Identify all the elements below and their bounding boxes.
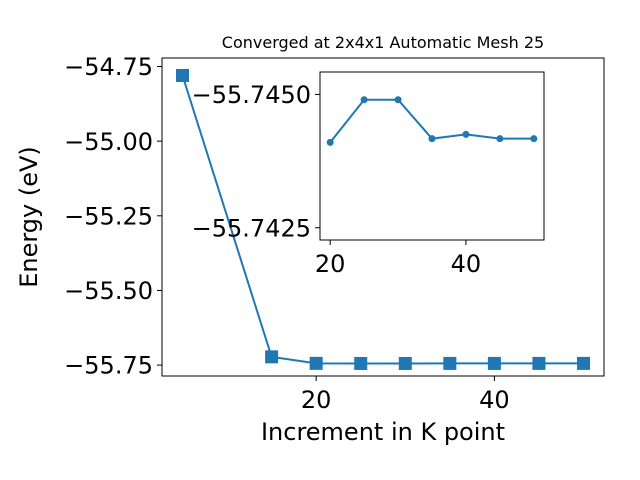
main-data-point (175, 68, 189, 82)
main-y-tick-label: −55.75 (64, 352, 153, 380)
main-data-point (443, 356, 457, 370)
main-data-point (577, 356, 591, 370)
inset-data-point (530, 135, 538, 143)
inset-data-point (462, 130, 470, 138)
main-y-tick-label: −54.75 (64, 53, 153, 81)
inset-plot-frame (319, 71, 545, 241)
main-chart-title: Converged at 2x4x1 Automatic Mesh 25 (222, 33, 544, 52)
inset-data-point (360, 96, 368, 104)
main-data-point (309, 356, 323, 370)
main-data-point (487, 356, 501, 370)
main-plot: 20 40 −54.75 −55.00 −55.25 −55.50 −55.75 Conve… (15, 33, 605, 446)
inset-data-point (428, 135, 436, 143)
main-data-point (265, 350, 279, 364)
main-x-tick-label: 40 (479, 386, 510, 414)
main-data-point (532, 356, 546, 370)
inset-data-point (496, 135, 504, 143)
main-y-tick-label: −55.00 (64, 128, 153, 156)
inset-plot-background (320, 72, 544, 240)
inset-plot: 20 40 −55.7450 −55.7425 (192, 71, 545, 278)
main-y-tick-label: −55.50 (64, 277, 153, 305)
inset-data-point (394, 96, 402, 104)
inset-x-tick-label: 40 (451, 250, 482, 278)
main-y-tick-label: −55.25 (64, 202, 153, 230)
main-x-tick-label: 20 (301, 386, 332, 414)
main-x-axis-label: Increment in K point (261, 418, 505, 446)
inset-x-tick-label: 20 (315, 250, 346, 278)
inset-y-tick-label: −55.7450 (192, 81, 311, 109)
main-data-point (398, 356, 412, 370)
inset-y-tick-label: −55.7425 (192, 214, 311, 242)
main-data-point (354, 356, 368, 370)
main-y-axis-label: Energy (eV) (15, 146, 43, 288)
inset-data-point (326, 138, 334, 146)
main-plot-frame (161, 57, 605, 377)
